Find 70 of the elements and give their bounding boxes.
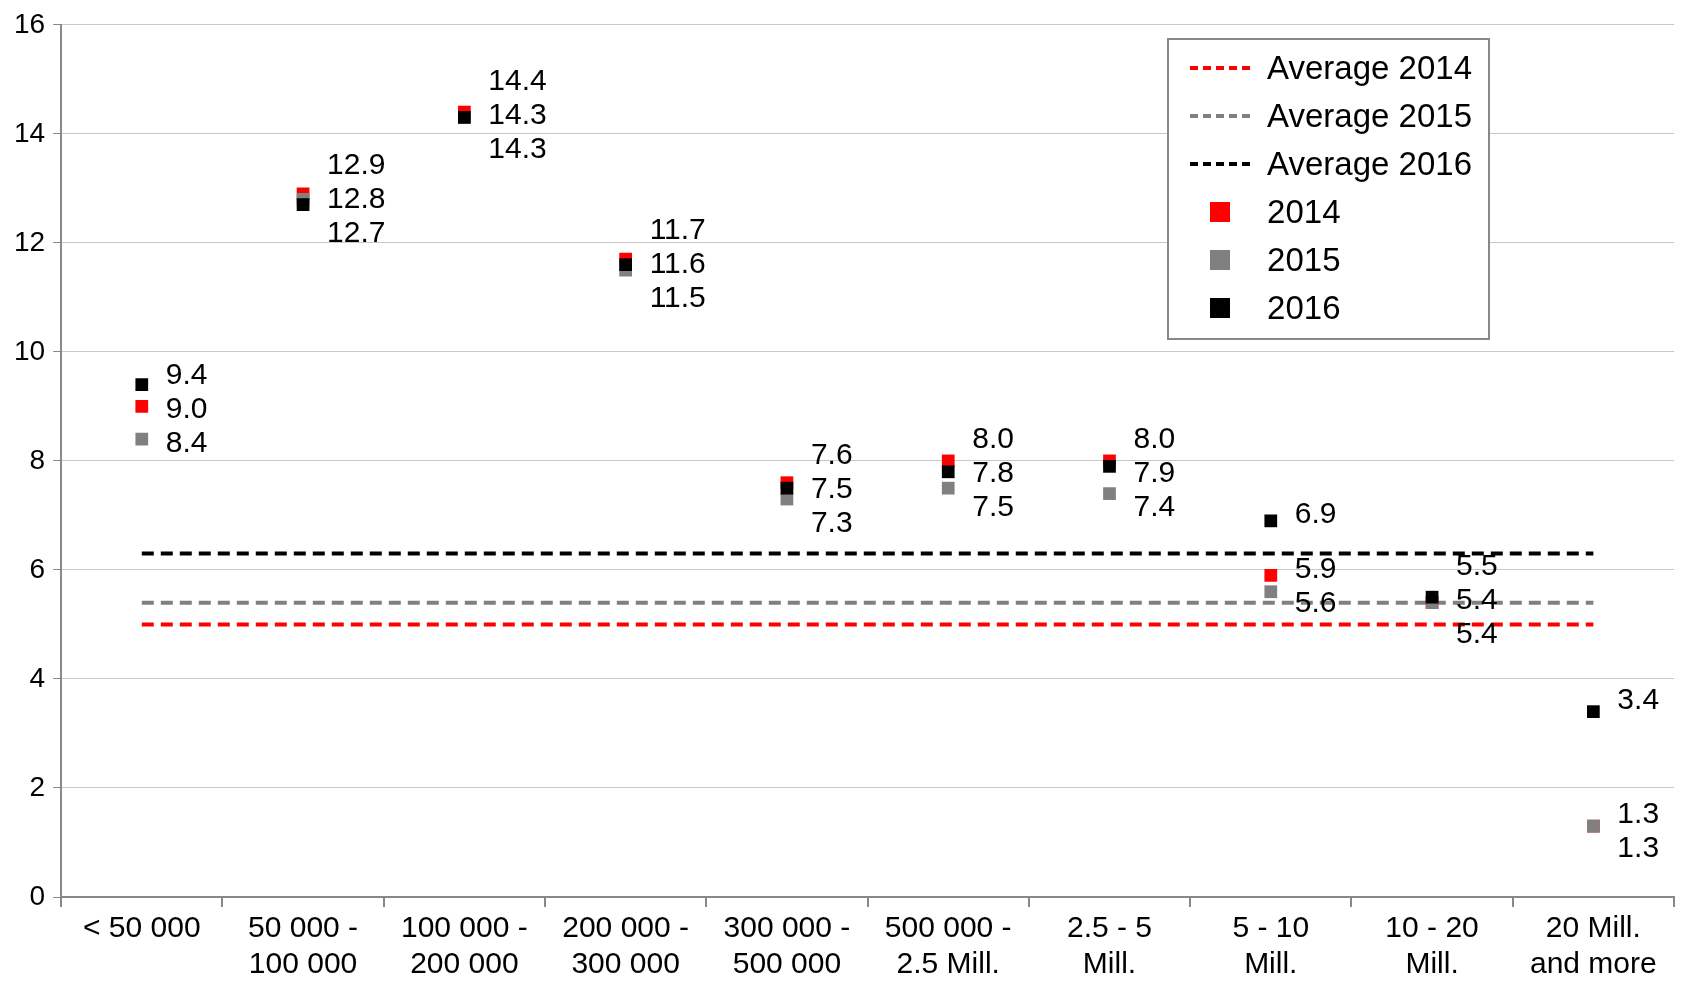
data-label: 1.3 [1617,830,1660,864]
data-label: 7.4 [1133,488,1176,522]
point [296,198,310,212]
data-label: 3.4 [1617,681,1660,715]
data-label: 14.3 [488,96,547,130]
legend-label: 2016 [1267,289,1341,327]
point [1103,459,1116,473]
data-label: 7.5 [810,471,853,505]
data-label: 14.3 [488,130,547,164]
y-tick-label: 12 [13,225,46,257]
data-label: 7.6 [810,437,853,471]
point [135,432,149,446]
data-label: 12.8 [327,180,386,214]
y-tick-label: 0 [29,879,46,911]
data-label: 8.4 [165,425,208,459]
data-label: 14.4 [488,62,547,96]
legend-label: 2015 [1267,241,1341,279]
point [1264,514,1278,528]
data-label: 8.0 [972,420,1014,454]
legend-label: Average 2014 [1267,49,1472,87]
data-label: 11.5 [649,279,706,313]
point [1103,487,1116,500]
data-label: 5.4 [1456,582,1498,616]
y-tick-label: 2 [29,770,46,802]
point [780,481,794,495]
x-tick-label: 10 - 20 Mill. [1385,910,1479,980]
legend-label: 2014 [1267,193,1341,231]
x-tick-label: 20 Mill. and more [1529,910,1657,980]
x-tick-label: < 50 000 [82,910,201,944]
data-label: 5.4 [1456,616,1498,650]
data-label: 5.5 [1456,548,1498,582]
point [1586,705,1600,719]
y-tick-label: 14 [13,116,46,148]
data-label: 6.9 [1294,496,1337,530]
y-tick-label: 10 [13,334,46,366]
data-label: 9.0 [165,391,208,425]
point [1425,590,1439,604]
y-tick-label: 4 [29,661,46,693]
x-tick-label: 500 000 - 2.5 Mill. [884,910,1012,980]
x-tick-label: 2.5 - 5 Mill. [1066,910,1153,980]
point [135,400,149,413]
point [941,481,955,495]
data-label: 8.0 [1133,420,1176,454]
data-label: 7.8 [972,454,1014,488]
data-label: 9.4 [165,357,208,391]
point [1264,569,1278,582]
legend-label: Average 2016 [1267,145,1472,183]
point [1264,585,1278,599]
data-label: 11.6 [649,245,706,279]
data-label: 12.9 [327,146,386,180]
x-tick-label: 50 000 - 100 000 [248,910,359,980]
x-tick-label: 5 - 10 Mill. [1232,910,1310,980]
x-tick-label: 200 000 - 300 000 [562,910,690,980]
y-tick-label: 6 [29,552,46,584]
x-tick-label: 300 000 - 500 000 [723,910,851,980]
data-label: 11.7 [649,211,706,245]
y-tick-label: 8 [29,443,46,475]
data-label: 5.9 [1294,550,1337,584]
data-label: 7.9 [1133,454,1176,488]
x-tick-label: 100 000 - 200 000 [400,910,528,980]
point [941,465,955,479]
y-tick-label: 16 [13,7,46,39]
legend-label: Average 2015 [1267,97,1472,135]
point [135,378,149,391]
point [619,258,633,272]
data-label: 1.3 [1617,796,1660,830]
data-label: 7.3 [810,505,853,539]
data-label: 7.5 [972,488,1014,522]
data-label: 5.6 [1294,584,1337,618]
data-label: 12.7 [327,214,386,248]
